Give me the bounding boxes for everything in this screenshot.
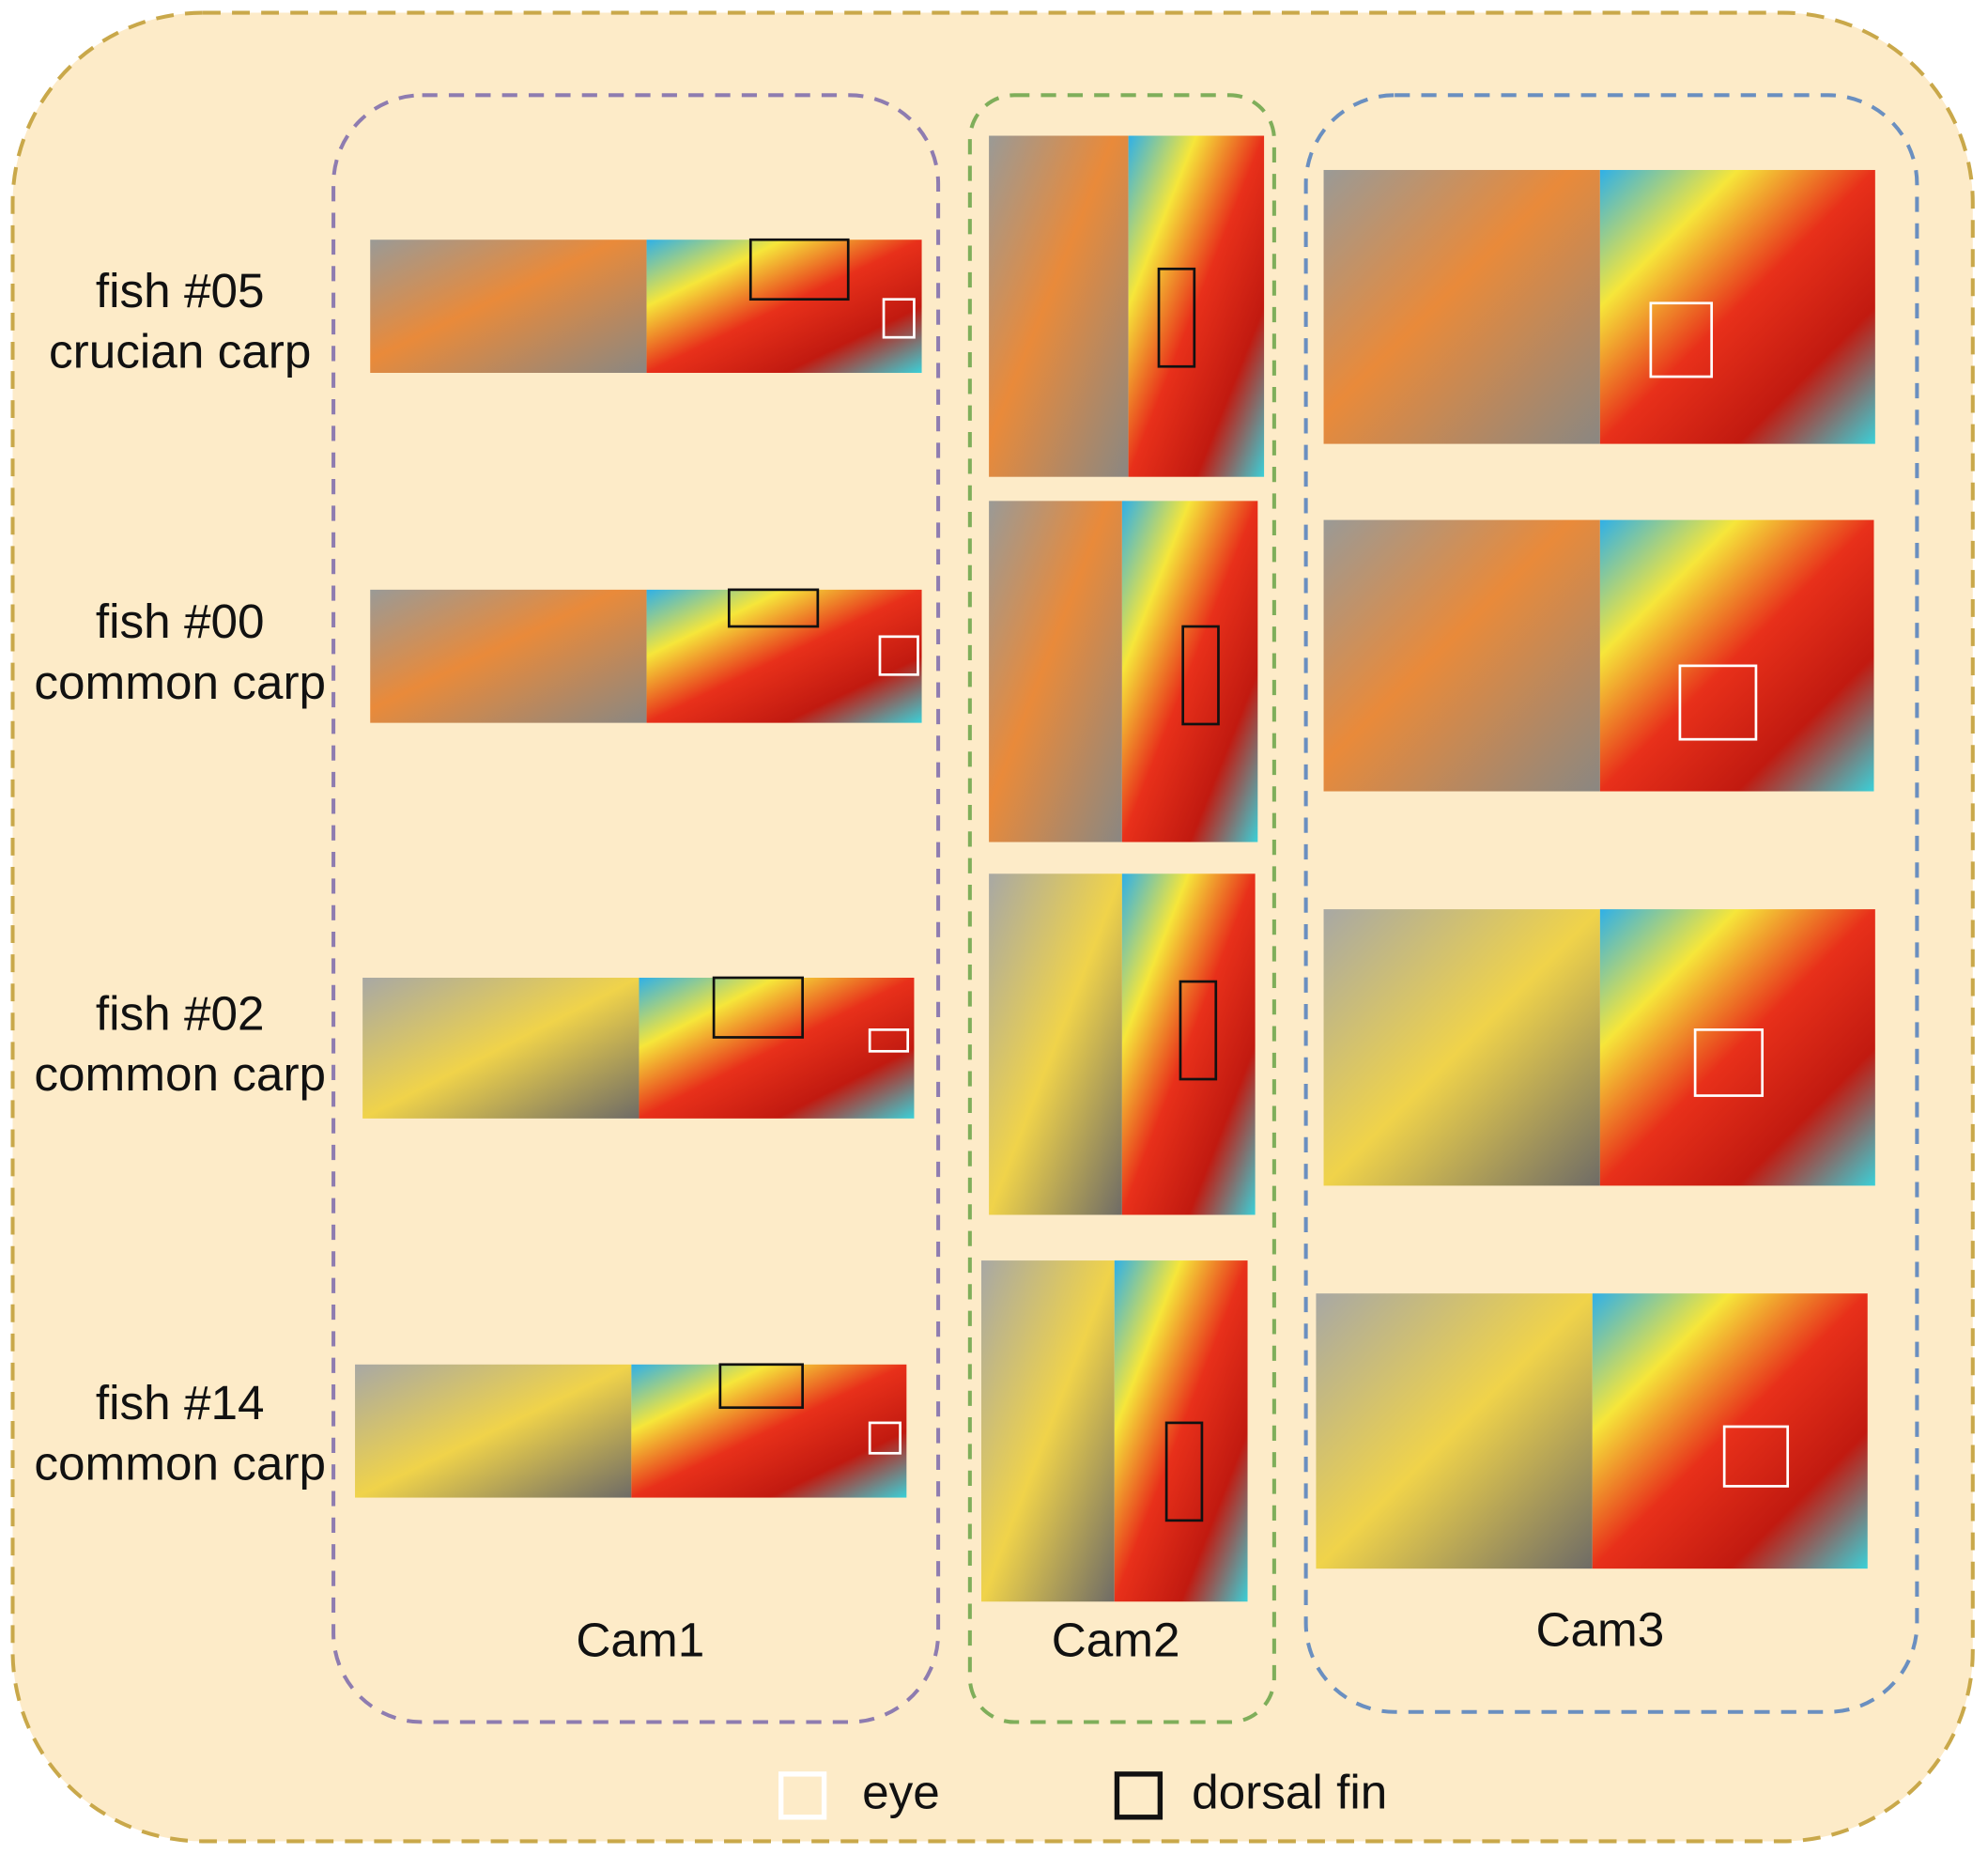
camera-label: Cam3 <box>1535 1603 1664 1657</box>
fish-photo <box>989 135 1129 477</box>
fish-photo <box>1323 909 1600 1186</box>
cam3-panel <box>1303 93 1919 1714</box>
heatmap <box>646 239 922 373</box>
fin-box <box>1179 980 1218 1081</box>
heatmap <box>1599 519 1874 792</box>
heatmap <box>631 1364 907 1498</box>
fin-box <box>718 1363 804 1410</box>
heatmap <box>639 978 915 1119</box>
legend-eye-swatch <box>778 1771 827 1820</box>
fin-box <box>712 976 804 1039</box>
fish-id: fish #02 <box>96 986 265 1040</box>
legend-fin-swatch <box>1114 1771 1164 1820</box>
fish-id: fish #14 <box>96 1376 265 1429</box>
fin-box <box>727 588 820 628</box>
legend-label: eye <box>862 1765 940 1818</box>
eye-box <box>1722 1425 1790 1488</box>
fish-photo <box>1323 519 1600 792</box>
eye-box <box>1649 301 1714 379</box>
fish-photo <box>989 873 1122 1215</box>
fin-box <box>748 238 850 301</box>
species: common carp <box>34 1047 326 1101</box>
fish-id: fish #05 <box>96 264 265 317</box>
eye-box <box>882 298 916 339</box>
heatmap <box>1128 135 1265 477</box>
fish-photo <box>355 1364 632 1498</box>
camera-label: Cam1 <box>576 1613 704 1666</box>
fish-photo <box>370 239 647 373</box>
heatmap <box>1599 169 1875 444</box>
heatmap <box>1592 1293 1868 1569</box>
fin-box <box>1181 625 1220 726</box>
eye-box <box>1678 664 1758 741</box>
fish-photo <box>989 501 1122 842</box>
heatmap <box>1599 909 1875 1186</box>
fish-photo <box>980 1260 1115 1602</box>
image-grid <box>355 135 1875 1602</box>
cam2-panel <box>967 93 1276 1724</box>
cam1-panel <box>331 93 941 1724</box>
fish-photo <box>1316 1293 1593 1569</box>
species: common carp <box>34 656 326 709</box>
fin-box <box>1157 267 1196 368</box>
heatmap <box>1121 501 1258 842</box>
fish-photo <box>1323 169 1600 444</box>
eye-box <box>868 1421 902 1455</box>
fish-photo <box>362 978 640 1119</box>
fin-box <box>1164 1421 1204 1522</box>
eye-box <box>868 1028 910 1053</box>
fish-photo <box>370 589 647 723</box>
eye-box <box>878 635 919 676</box>
heatmap <box>1121 873 1256 1215</box>
heatmap <box>646 589 922 723</box>
species: crucian carp <box>49 325 311 379</box>
camera-label: Cam2 <box>1052 1613 1180 1666</box>
legend-label: dorsal fin <box>1192 1765 1387 1818</box>
fish-id: fish #00 <box>96 595 265 648</box>
heatmap <box>1114 1260 1248 1602</box>
species: common carp <box>34 1437 326 1491</box>
eye-box <box>1693 1028 1765 1097</box>
